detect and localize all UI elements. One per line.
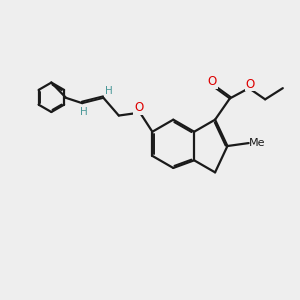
Text: H: H xyxy=(80,107,87,117)
Text: O: O xyxy=(208,76,217,88)
Text: Me: Me xyxy=(249,138,266,148)
Text: O: O xyxy=(134,101,143,114)
Text: H: H xyxy=(106,86,113,96)
Text: O: O xyxy=(246,77,255,91)
